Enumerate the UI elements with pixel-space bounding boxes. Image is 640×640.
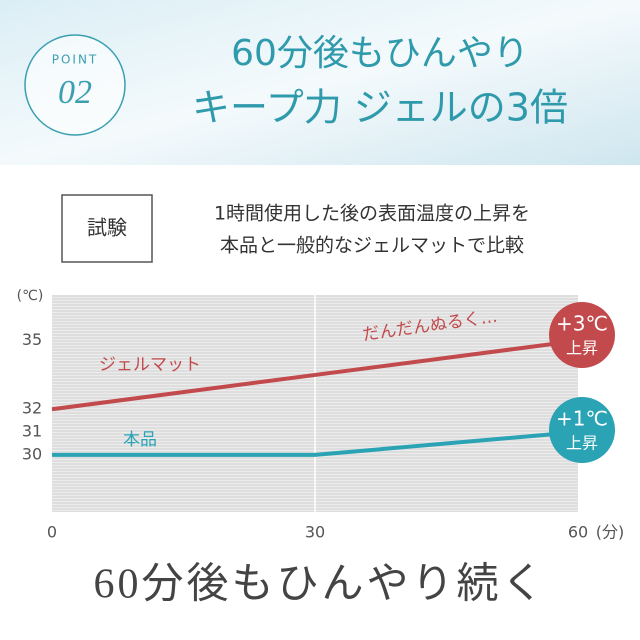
x-tick-label: 60 <box>568 523 588 542</box>
series-line <box>52 430 579 457</box>
change-value: +3℃ <box>556 312 608 336</box>
y-tick-label: 35 <box>22 330 42 349</box>
change-label: 上昇 <box>566 434 598 453</box>
series-label: ジェルマット <box>99 355 201 375</box>
series-label: 本品 <box>123 430 157 450</box>
test-description: 本品と一般的なジェルマットで比較 <box>220 235 524 257</box>
series-line <box>51 338 579 412</box>
point-label: POINT <box>52 53 99 67</box>
change-label: 上昇 <box>566 339 598 358</box>
x-unit: (分) <box>596 523 625 542</box>
point-number: 02 <box>58 74 92 111</box>
title-line: 60分後もひんやり <box>231 33 529 74</box>
title-line: キープ力 ジェルの3倍 <box>192 86 568 130</box>
test-description: 1時間使用した後の表面温度の上昇を <box>214 203 530 225</box>
x-tick-label: 30 <box>305 523 325 542</box>
y-tick-label: 31 <box>22 422 42 441</box>
caption: 60分後もひんやり続く <box>93 562 546 608</box>
test-box <box>61 194 153 263</box>
change-badge <box>549 397 615 463</box>
y-tick-label: 32 <box>22 399 42 418</box>
y-unit: (℃) <box>17 288 44 304</box>
x-tick-label: 0 <box>47 523 57 542</box>
test-label: 試験 <box>87 216 127 240</box>
change-value: +1℃ <box>556 407 608 431</box>
change-badge <box>549 302 615 368</box>
y-tick-label: 30 <box>22 444 42 463</box>
point-badge <box>24 34 126 136</box>
